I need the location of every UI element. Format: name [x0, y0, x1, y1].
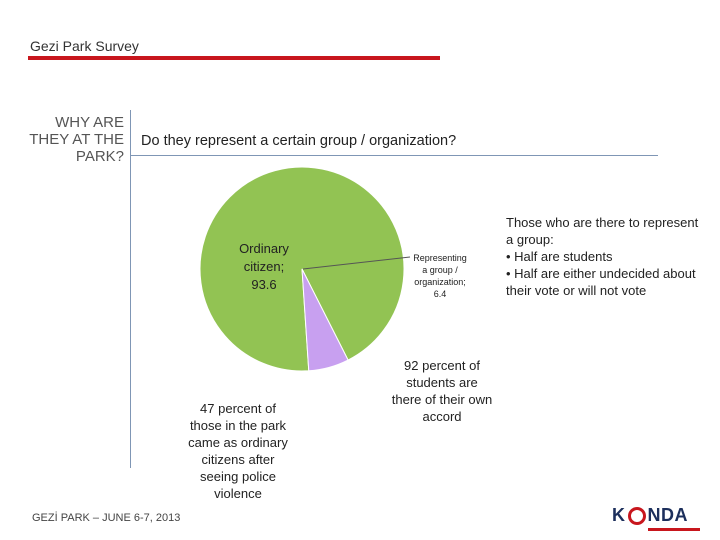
logo-letters-nda: NDA [647, 505, 688, 525]
question-title: Do they represent a certain group / orga… [141, 133, 457, 149]
note-left-line: 47 percent of [200, 401, 276, 416]
pie-slice-1 [301, 268, 349, 372]
note-left-line: came as ordinary [188, 435, 288, 450]
note-left-line: violence [214, 486, 262, 501]
side-note-line: • Half are either undecided about [506, 266, 696, 281]
note-left: 47 percent of those in the park came as … [172, 400, 304, 502]
survey-title: Gezi Park Survey [30, 38, 139, 54]
note-left-line: seeing police [200, 469, 276, 484]
pie-label-representing-group: Representing a group / organization; 6.4 [413, 253, 467, 299]
pie-leader-line [302, 256, 411, 270]
note-right-line: 92 percent of [404, 358, 480, 373]
konda-logo: K NDA [612, 505, 702, 537]
pie-chart: Ordinary citizen; 93.6 Representing a group … [199, 166, 467, 372]
side-note-line: • Half are students [506, 249, 613, 264]
note-left-line: those in the park [189, 418, 287, 433]
side-note-line: their vote or will not vote [506, 283, 647, 298]
section-label-line: WHY ARE [55, 114, 124, 131]
note-right: 92 percent of students are there of thei… [382, 357, 502, 425]
logo-circle-icon [627, 506, 646, 525]
vertical-divider [130, 110, 131, 468]
note-right-line: accord [422, 409, 462, 424]
logo-underline [648, 528, 700, 531]
side-note: Those who are there to represent a group… [506, 214, 720, 299]
note-left-line: citizens after [201, 452, 275, 467]
side-note-line: a group: [506, 232, 554, 247]
section-label: WHY ARE THEY AT THE PARK? [10, 114, 124, 165]
side-note-line: Those who are there to represent [506, 215, 699, 230]
pie-label-ordinary-citizen: Ordinary citizen; 93.6 [239, 241, 289, 292]
section-label-line: PARK? [75, 148, 124, 165]
title-rule [28, 56, 440, 60]
footer-text: GEZİ PARK – JUNE 6-7, 2013 [32, 512, 181, 524]
horizontal-divider [130, 155, 658, 156]
section-label-line: THEY AT THE [29, 131, 124, 148]
note-right-line: students are [406, 375, 478, 390]
logo-letter-k: K [612, 505, 626, 525]
note-right-line: there of their own [391, 392, 493, 407]
